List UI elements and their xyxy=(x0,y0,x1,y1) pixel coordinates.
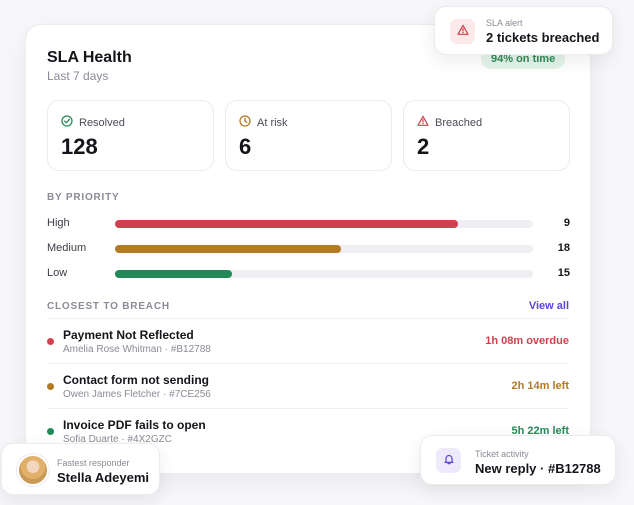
alert-icon-box xyxy=(450,19,475,44)
priority-track xyxy=(115,270,533,278)
clock-icon xyxy=(239,115,251,130)
ticket-sla-status: 5h 22m left xyxy=(511,425,569,437)
view-all-link[interactable]: View all xyxy=(528,300,569,312)
priority-label: High xyxy=(47,217,70,229)
check-circle-icon xyxy=(61,115,73,130)
responder-label: Fastest responder xyxy=(57,458,130,468)
priority-count: 15 xyxy=(557,267,570,279)
responder-name: Stella Adeyemi xyxy=(57,470,150,485)
priority-row-low: Low 15 xyxy=(47,266,572,282)
card-title: SLA Health xyxy=(47,49,132,66)
ticket-meta: Amelia Rose Whitman · #B12788 xyxy=(63,344,211,355)
breach-heading: CLOSEST TO BREACH xyxy=(47,301,170,312)
priority-label: Medium xyxy=(47,242,87,254)
stat-value: 2 xyxy=(417,134,430,159)
priority-track xyxy=(115,245,533,253)
list-item[interactable]: Invoice PDF fails to open Sofia Duarte ·… xyxy=(47,408,569,453)
warning-icon xyxy=(456,23,469,41)
status-dot xyxy=(47,338,54,345)
ticket-title: Invoice PDF fails to open xyxy=(63,418,206,432)
alert-label: SLA alert xyxy=(486,18,523,28)
priority-count: 9 xyxy=(563,217,570,229)
ticket-meta: Owen James Fletcher · #7CE256 xyxy=(63,389,211,400)
priority-bar-low xyxy=(115,270,233,278)
stat-value: 6 xyxy=(239,134,252,159)
status-dot xyxy=(47,383,54,390)
stat-breached: Breached 2 xyxy=(403,100,570,171)
activity-text: New reply · #B12788 xyxy=(475,461,601,476)
priority-bar-medium xyxy=(115,245,341,253)
list-item[interactable]: Payment Not Reflected Amelia Rose Whitma… xyxy=(47,318,569,363)
sla-health-card: SLA Health Last 7 days 94% on time Resol… xyxy=(25,24,591,474)
ticket-meta: Sofia Duarte · #4X2GZC xyxy=(63,434,172,445)
ticket-title: Contact form not sending xyxy=(63,373,209,387)
ticket-sla-status: 1h 08m overdue xyxy=(485,335,569,347)
stat-value: 128 xyxy=(61,134,98,159)
priority-row-medium: Medium 18 xyxy=(47,241,572,257)
priority-count: 18 xyxy=(557,242,570,254)
ticket-title: Payment Not Reflected xyxy=(63,328,194,342)
stat-label: Resolved xyxy=(79,116,125,129)
sla-alert-toast[interactable]: SLA alert 2 tickets breached xyxy=(434,6,613,55)
priority-track xyxy=(115,220,533,228)
stat-at-risk: At risk 6 xyxy=(225,100,392,171)
list-item[interactable]: Contact form not sending Owen James Flet… xyxy=(47,363,569,408)
breach-list: Payment Not Reflected Amelia Rose Whitma… xyxy=(47,318,569,453)
ticket-activity-toast[interactable]: Ticket activity New reply · #B12788 xyxy=(420,435,616,485)
alert-text: 2 tickets breached xyxy=(486,30,600,45)
stat-resolved: Resolved 128 xyxy=(47,100,214,171)
warning-icon xyxy=(417,115,429,130)
avatar xyxy=(17,454,49,486)
stat-label: Breached xyxy=(435,116,483,129)
status-dot xyxy=(47,428,54,435)
fastest-responder-toast[interactable]: Fastest responder Stella Adeyemi xyxy=(1,443,160,495)
ticket-sla-status: 2h 14m left xyxy=(511,380,569,392)
stat-label: At risk xyxy=(257,116,288,129)
priority-row-high: High 9 xyxy=(47,216,572,232)
card-subtitle: Last 7 days xyxy=(47,69,109,83)
activity-icon-box xyxy=(436,448,461,473)
bell-icon xyxy=(443,452,455,470)
priority-heading: BY PRIORITY xyxy=(47,192,120,203)
priority-bar-high xyxy=(115,220,458,228)
priority-label: Low xyxy=(47,267,68,279)
activity-label: Ticket activity xyxy=(475,449,529,459)
